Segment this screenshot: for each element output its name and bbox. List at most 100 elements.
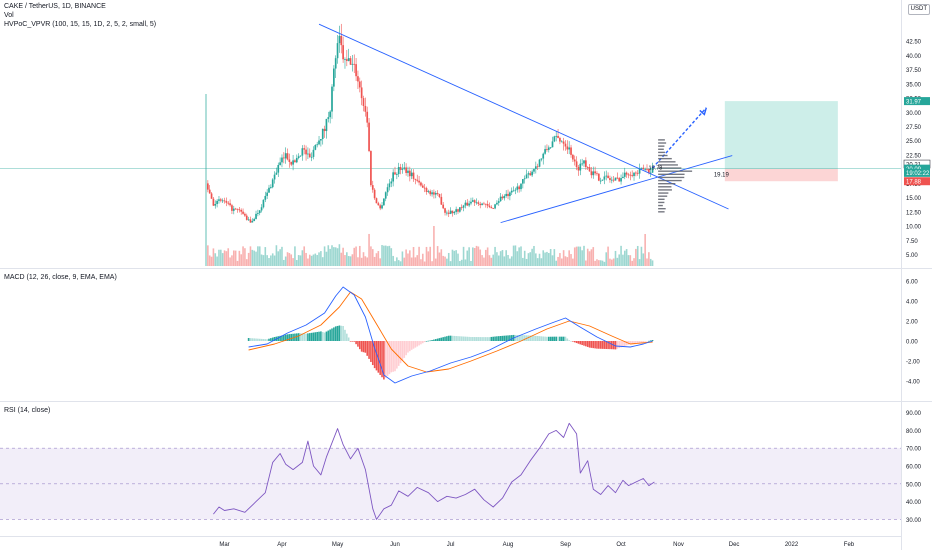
volume-bar xyxy=(592,247,595,266)
candle-body xyxy=(316,144,319,146)
macd-histogram-bar xyxy=(371,341,374,366)
profit-zone xyxy=(724,101,838,169)
time-tick-label: 2022 xyxy=(785,542,799,548)
volume-bar xyxy=(401,251,404,266)
candle-body xyxy=(297,156,300,159)
volume-bar xyxy=(421,253,424,266)
volume-bar xyxy=(308,254,311,266)
candle-body xyxy=(433,192,435,195)
candle-body xyxy=(607,175,609,179)
macd-histogram-bar xyxy=(253,338,255,341)
macd-histogram-bar xyxy=(483,337,485,341)
macd-histogram-bar xyxy=(279,335,281,341)
volume-bar xyxy=(429,246,432,266)
volume-bar xyxy=(447,252,450,266)
time-tick-label: Aug xyxy=(503,542,514,548)
candle-body xyxy=(499,196,502,202)
volume-bar xyxy=(455,250,457,266)
volume-bar xyxy=(381,245,383,266)
candle-body xyxy=(505,193,508,196)
volume-bar xyxy=(490,257,493,266)
volume-bar xyxy=(527,253,530,266)
volume-bar xyxy=(247,252,250,266)
macd-histogram-bar xyxy=(575,341,578,344)
volume-bar xyxy=(636,245,639,266)
macd-histogram-bar xyxy=(564,336,567,341)
volume-bar xyxy=(549,249,552,266)
candle-body xyxy=(399,167,402,170)
volume-bar xyxy=(364,256,367,266)
candle-body xyxy=(229,203,231,206)
volume-bar xyxy=(649,258,652,266)
candle-body xyxy=(295,158,298,163)
candle-body xyxy=(208,189,211,194)
macd-histogram-bar xyxy=(370,341,372,362)
candle-body xyxy=(418,180,420,183)
macd-title[interactable]: MACD (12, 26, close, 9, EMA, EMA) xyxy=(4,274,117,281)
currency-badge[interactable]: USDT xyxy=(907,4,930,15)
candle-body xyxy=(325,118,328,132)
volume-legend[interactable]: Vol xyxy=(4,12,14,19)
volume-bar xyxy=(220,249,222,266)
macd-histogram-bar xyxy=(599,341,602,349)
macd-histogram-bar xyxy=(579,341,582,345)
candle-body xyxy=(507,193,509,197)
volume-bar xyxy=(573,247,576,266)
macd-histogram-bar xyxy=(453,335,456,341)
volume-bar xyxy=(531,248,533,266)
candle-body xyxy=(442,204,445,209)
candle-body xyxy=(360,87,363,99)
macd-histogram-bar xyxy=(390,341,393,373)
volume-bar xyxy=(536,258,539,266)
volume-bar xyxy=(499,251,502,266)
candle-body xyxy=(436,192,439,194)
macd-histogram-bar xyxy=(555,336,558,341)
candle-body xyxy=(323,128,326,132)
candle-body xyxy=(447,212,450,214)
price-label-text: 31.97 xyxy=(906,99,922,105)
candle-body xyxy=(560,141,563,143)
volume-bar xyxy=(305,252,307,266)
price-tick-label: 30.00 xyxy=(906,111,922,117)
candle-body xyxy=(496,202,498,205)
symbol-legend[interactable]: CAKE / TetherUS, 1D, BINANCE xyxy=(4,3,106,10)
candle-body xyxy=(503,195,506,199)
volume-bar xyxy=(307,258,309,266)
macd-histogram-bar xyxy=(509,335,511,341)
volume-bar xyxy=(377,251,380,266)
macd-histogram-bar xyxy=(520,335,522,341)
vpvr-legend[interactable]: HVPoC_VPVR (100, 15, 15, 1D, 2, 5, 2, sm… xyxy=(4,21,157,28)
volume-bar xyxy=(512,245,515,266)
macd-histogram-bar xyxy=(346,333,348,341)
macd-histogram-bar xyxy=(473,337,476,341)
macd-histogram-bar xyxy=(568,340,570,341)
candle-body xyxy=(255,213,257,219)
macd-histogram-bar xyxy=(431,340,433,341)
volume-bar xyxy=(349,256,352,266)
rsi-tick-label: 40.00 xyxy=(906,500,922,506)
volume-bar xyxy=(510,256,513,266)
volume-bar xyxy=(633,258,635,266)
volume-bar xyxy=(386,246,389,266)
candle-body xyxy=(342,45,344,60)
volume-bar xyxy=(488,255,491,266)
candle-body xyxy=(625,172,628,175)
macd-histogram-bar xyxy=(366,341,369,356)
macd-histogram-bar xyxy=(570,340,572,342)
candle-body xyxy=(468,203,470,206)
macd-histogram-bar xyxy=(425,341,428,342)
candle-body xyxy=(288,159,291,162)
candle-body xyxy=(231,205,233,211)
candle-body xyxy=(481,203,483,206)
candle-body xyxy=(603,176,606,180)
candle-body xyxy=(484,203,487,205)
macd-histogram-bar xyxy=(399,341,402,364)
rsi-title[interactable]: RSI (14, close) xyxy=(4,407,50,414)
candle-body xyxy=(520,183,522,190)
price-tick-label: 12.50 xyxy=(906,210,922,216)
candle-body xyxy=(281,157,283,163)
price-tick-label: 40.00 xyxy=(906,54,922,60)
candle-body xyxy=(646,169,648,170)
candle-body xyxy=(210,193,213,199)
